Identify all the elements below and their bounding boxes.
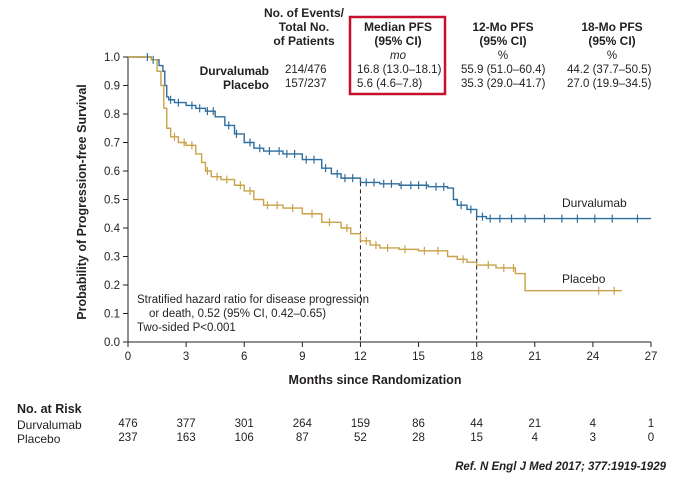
median-pfs-highlight-box <box>348 15 447 96</box>
row-18mo-durvalumab: 44.2 (37.7–50.5) <box>567 64 652 76</box>
risk-value: 86 <box>412 418 425 430</box>
risk-value: 106 <box>234 432 254 444</box>
p-value: Two-sided P<0.001 <box>137 322 236 334</box>
durvalumab-curve-label: Durvalumab <box>562 196 627 210</box>
unit-18mo: % <box>606 50 618 62</box>
risk-value: 159 <box>350 418 371 430</box>
risk-value: 163 <box>176 432 196 444</box>
header-12mo-pfs: 12-Mo PFS (95% CI) <box>472 20 534 48</box>
curve-durvalumab <box>128 56 651 220</box>
row-18mo-placebo: 27.0 (19.9–34.5) <box>567 78 652 90</box>
unit-median: mo <box>390 50 406 62</box>
risk-value: 21 <box>528 418 542 430</box>
curve-placebo <box>128 56 622 292</box>
row-arm-placebo: Placebo <box>222 78 269 92</box>
x-tick-label: 6 <box>241 351 247 363</box>
axes: 0.0 0.1 0.2 0.3 0.4 0.5 0.6 0.7 0.8 0.9 1.0 0 3 6 9 12 1… <box>104 52 657 363</box>
row-events-durvalumab: 214/476 <box>285 64 327 76</box>
x-tick-label: 24 <box>586 351 599 363</box>
x-tick-label: 3 <box>183 351 189 363</box>
reference-lines <box>359 182 478 342</box>
placebo-curve-label: Placebo <box>562 272 606 286</box>
risk-table-title: No. at Risk <box>17 402 82 416</box>
y-tick-label: 0.8 <box>104 109 120 121</box>
curves <box>128 56 651 292</box>
header-18mo-pfs: 18-Mo PFS (95% CI) <box>581 20 643 48</box>
risk-value: 3 <box>589 432 597 444</box>
reference-citation: Ref. N Engl J Med 2017; 377:1919-1929 <box>455 461 666 473</box>
header-median-pfs: Median PFS (95% CI) <box>363 20 432 48</box>
unit-12mo: % <box>497 50 509 62</box>
risk-value: 44 <box>470 418 484 430</box>
y-tick-label: 0.2 <box>104 280 120 292</box>
y-tick-label: 0.7 <box>104 138 120 150</box>
y-axis-label: Probability of Progression-free Survival <box>75 84 89 319</box>
risk-value: 264 <box>292 418 312 430</box>
y-tick-label: 0.3 <box>104 252 120 264</box>
risk-value: 1 <box>647 418 655 430</box>
risk-value: 0 <box>647 432 655 444</box>
row-median-placebo: 5.6 (4.6–7.8) <box>357 78 423 90</box>
x-tick-label: 9 <box>299 351 305 363</box>
risk-value: 237 <box>118 432 138 444</box>
y-tick-label: 0.4 <box>104 223 121 235</box>
x-tick-label: 18 <box>470 351 483 363</box>
row-12mo-durvalumab: 55.9 (51.0–60.4) <box>461 64 546 76</box>
censor-marks <box>146 53 639 295</box>
risk-arm-placebo: Placebo <box>17 432 61 446</box>
row-12mo-placebo: 35.3 (29.0–41.7) <box>461 78 546 90</box>
y-tick-label: 0.5 <box>104 195 120 207</box>
risk-value: 87 <box>295 432 309 444</box>
y-tick-label: 1.0 <box>104 52 120 64</box>
y-tick-label: 0.0 <box>104 337 120 349</box>
x-tick-label: 15 <box>412 351 425 363</box>
hazard-ratio-line2: or death, 0.52 (95% CI, 0.42–0.65) <box>149 308 326 320</box>
x-tick-label: 0 <box>125 351 131 363</box>
risk-value: 377 <box>176 418 196 430</box>
row-arm-durvalumab: Durvalumab <box>199 64 269 78</box>
row-median-durvalumab: 16.8 (13.0–18.1) <box>357 64 442 76</box>
x-tick-label: 12 <box>354 351 367 363</box>
risk-value: 15 <box>470 432 484 444</box>
y-tick-label: 0.9 <box>104 81 120 93</box>
risk-value: 28 <box>412 432 425 444</box>
header-events: No. of Events/ Total No. of Patients <box>263 6 344 48</box>
hazard-ratio-line1: Stratified hazard ratio for disease prog… <box>137 294 369 306</box>
risk-arm-durvalumab: Durvalumab <box>17 418 82 432</box>
risk-value: 4 <box>531 432 538 444</box>
x-axis-label: Months since Randomization <box>289 373 462 387</box>
risk-value: 52 <box>354 432 367 444</box>
row-events-placebo: 157/237 <box>285 78 327 90</box>
risk-value: 476 <box>118 418 138 430</box>
y-tick-label: 0.6 <box>104 166 120 178</box>
risk-value: 4 <box>589 418 597 430</box>
y-tick-label: 0.1 <box>104 309 120 321</box>
risk-value: 301 <box>234 418 254 430</box>
x-tick-label: 21 <box>528 351 541 363</box>
x-tick-label: 27 <box>645 351 658 363</box>
